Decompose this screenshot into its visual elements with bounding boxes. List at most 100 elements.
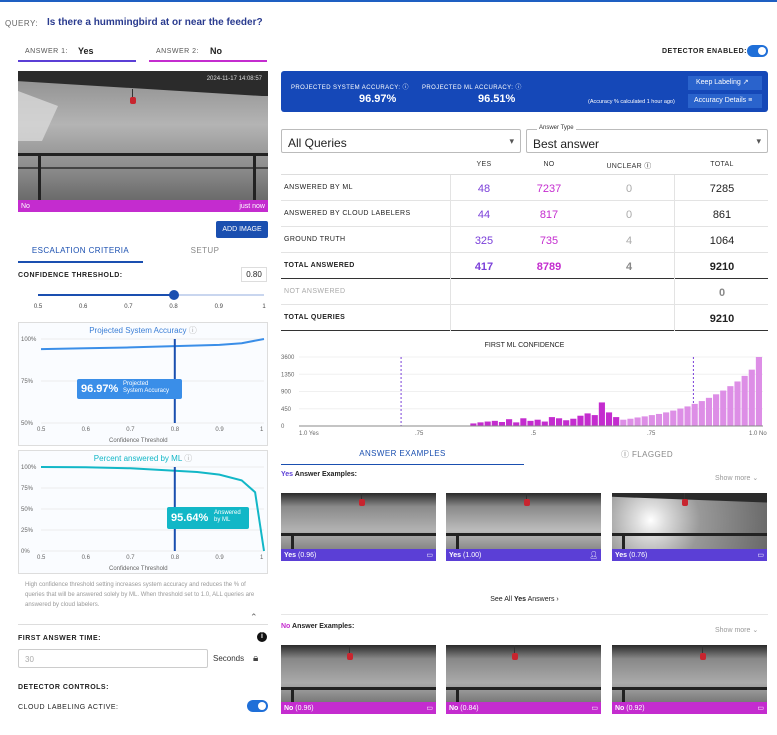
accuracy-note: (Accuracy % calculated 1 hour ago) [588, 99, 675, 105]
y-tick-label: 50% [21, 507, 34, 513]
cell-total: 0 [718, 287, 726, 299]
percent-badge: 95.64% Answered by ML [167, 507, 249, 529]
ml-accuracy-value: 96.51% [478, 93, 516, 105]
tab-answer-examples[interactable]: ANSWER EXAMPLES [281, 449, 524, 465]
bar-yes [555, 418, 563, 426]
series-line [40, 466, 265, 552]
first-answer-input[interactable]: 30 [18, 649, 208, 668]
table-row-total-answered: TOTAL ANSWERED 417 8789 4 9210 [281, 253, 768, 279]
tab-flagged[interactable]: ⓘ FLAGGED [620, 450, 674, 459]
y-tick-label: 900 [281, 390, 292, 396]
cell-no: 735 [539, 235, 559, 247]
example-caption: No (0.84) ▭ [446, 702, 601, 714]
bar-no [734, 381, 741, 426]
divider [674, 175, 675, 331]
y-tick-label: 3600 [281, 355, 295, 361]
cell-total: 7285 [709, 183, 735, 195]
preview-label: No [21, 202, 30, 210]
chevron-down-icon: ⌄ [752, 627, 759, 634]
cell-total: 861 [712, 209, 732, 221]
confidence-threshold-value[interactable]: 0.80 [241, 267, 267, 282]
add-image-button[interactable]: ADD IMAGE [216, 221, 268, 238]
confidence-threshold-label: CONFIDENCE THRESHOLD: [18, 272, 123, 279]
y-tick-label: 450 [281, 407, 292, 413]
info-icon: ⓘ [402, 85, 409, 91]
projected-accuracy-chart: Projected System Accuracy ⓘ 100% 75% 50% 0.… [18, 322, 268, 446]
threshold-slider-track[interactable] [38, 290, 264, 300]
bar-no [677, 408, 684, 426]
bar-no [691, 403, 698, 426]
no-example-image[interactable]: No (0.84) ▭ [446, 645, 601, 714]
detector-enabled-toggle[interactable] [747, 45, 768, 57]
row-label: ANSWERED BY CLOUD LABELERS [284, 210, 411, 217]
x-tick-label: 0.5 [37, 555, 46, 561]
no-example-image[interactable]: No (0.92) ▭ [612, 645, 767, 714]
cloud-labeling-toggle[interactable] [247, 700, 268, 712]
table-row: ANSWERED BY CLOUD LABELERS 44 817 0 861 [281, 201, 768, 227]
col-total: TOTAL [710, 161, 734, 168]
table-row: ANSWERED BY ML 48 7237 0 7285 [281, 175, 768, 201]
no-examples-heading: No Answer Examples: [281, 623, 355, 630]
example-caption: Yes (1.00) 👤︎ [446, 549, 601, 561]
projected-badge-text: Projected System Accuracy [123, 381, 170, 394]
yes-example-image[interactable]: Yes (1.00) 👤︎ [446, 493, 601, 561]
tab-setup[interactable]: SETUP [190, 246, 220, 255]
answer-type-select[interactable]: Answer Type Best answer [526, 125, 768, 153]
bar-no [720, 390, 727, 426]
info-icon[interactable]: i [257, 632, 267, 642]
yes-show-more[interactable]: Show more ⌄ [715, 475, 759, 482]
preview-caption: No just now [18, 200, 268, 212]
cell-unclear: 0 [625, 209, 633, 221]
no-example-image[interactable]: No (0.96) ▭ [281, 645, 436, 714]
bar-yes [584, 413, 591, 426]
table-row: GROUND TRUTH 325 735 4 1064 [281, 227, 768, 253]
cell-yes: 325 [474, 235, 494, 247]
percent-badge-text: Answered by ML [214, 510, 241, 523]
yes-example-image[interactable]: Yes (0.96) ▭ [281, 493, 436, 561]
tab-escalation-criteria[interactable]: ESCALATION CRITERIA [18, 246, 143, 263]
first-answer-unit: Seconds [213, 654, 245, 663]
bar-no [727, 386, 734, 426]
answer-1-label: ANSWER 1: [25, 48, 69, 55]
queries-select[interactable]: All Queries [281, 129, 521, 153]
y-tick-label: 1350 [281, 372, 295, 378]
cloud-icon: ▭ [757, 705, 764, 712]
x-tick-label: .5 [531, 431, 537, 437]
see-all-yes-link[interactable]: See All Yes Answers › [490, 596, 559, 603]
accuracy-details-button[interactable]: Accuracy Details ≡ [688, 94, 762, 108]
y-tick-label: 25% [21, 528, 34, 534]
answer-1-tab[interactable]: ANSWER 1: Yes [18, 42, 136, 62]
cell-no: 817 [539, 209, 559, 221]
keep-labeling-button[interactable]: Keep Labeling ↗ [688, 76, 762, 90]
threshold-slider-thumb[interactable] [168, 290, 179, 300]
collapse-chevron-icon[interactable]: ⌃ [250, 612, 258, 622]
cloud-icon: ▭ [426, 552, 433, 559]
x-tick-label: 0.9 [215, 555, 224, 561]
first-ml-confidence-chart: 3600 1350 900 450 0 1.0 Yes .75 .5 .75 1.0 No [281, 355, 767, 437]
camera-preview-image[interactable]: 2024-11-17 14:08:57 No just now [18, 71, 268, 212]
bar-no [755, 357, 762, 426]
answer-type-label: Answer Type [537, 125, 576, 131]
bar-no [748, 369, 755, 426]
bar-no [670, 410, 677, 426]
slider-tick-label: 0.5 [33, 304, 43, 310]
divider [18, 624, 268, 625]
bar-no [705, 397, 713, 426]
cell-total: 1064 [709, 235, 735, 247]
bar-yes [605, 412, 613, 426]
x-axis-label: Confidence Threshold [109, 566, 168, 572]
bar-yes [491, 420, 498, 426]
answer-2-tab[interactable]: ANSWER 2: No [149, 42, 267, 62]
yes-example-image[interactable]: Yes (0.76) ▭ [612, 493, 767, 561]
cell-yes: 48 [477, 183, 491, 195]
cell-unclear: 4 [625, 261, 633, 273]
histogram-title: FIRST ML CONFIDENCE [484, 342, 565, 349]
bar-no [641, 416, 648, 426]
y-tick-label: 100% [21, 337, 37, 343]
x-tick-label: 0.6 [82, 427, 91, 433]
info-icon: ⓘ [184, 454, 193, 463]
projected-badge-value: 96.97% [81, 383, 119, 395]
no-show-more[interactable]: Show more ⌄ [715, 627, 759, 634]
row-label: TOTAL QUERIES [284, 314, 346, 321]
